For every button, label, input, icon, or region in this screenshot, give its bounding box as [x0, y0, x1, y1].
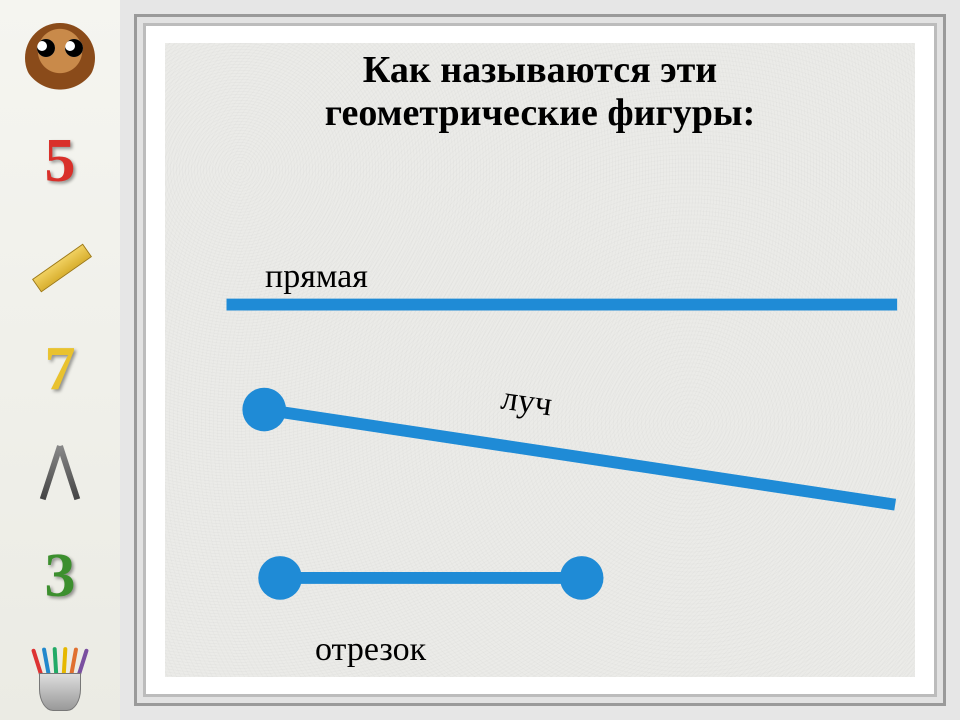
line-label: прямая: [265, 258, 368, 296]
digit-label: 3: [45, 541, 76, 612]
slide-frame: Как называются эти геометрические фигуры…: [120, 0, 960, 720]
compass-icon: [15, 433, 105, 513]
digit-7: 7: [15, 329, 105, 409]
ruler-icon: [15, 225, 105, 305]
figures-diagram: [165, 43, 915, 677]
owl-icon: [15, 18, 105, 98]
digit-5: 5: [15, 122, 105, 202]
digit-label: 7: [45, 334, 76, 405]
slide: 5 7 3 Как называются эти геометрические …: [0, 0, 960, 720]
digit-3: 3: [15, 537, 105, 617]
pencil-cup-icon: [15, 640, 105, 720]
sidebar: 5 7 3: [0, 0, 120, 720]
content-area: Как называются эти геометрические фигуры…: [165, 43, 915, 677]
ray-label: луч: [499, 380, 555, 425]
segment-label: отрезок: [315, 631, 426, 669]
digit-label: 5: [45, 126, 76, 197]
